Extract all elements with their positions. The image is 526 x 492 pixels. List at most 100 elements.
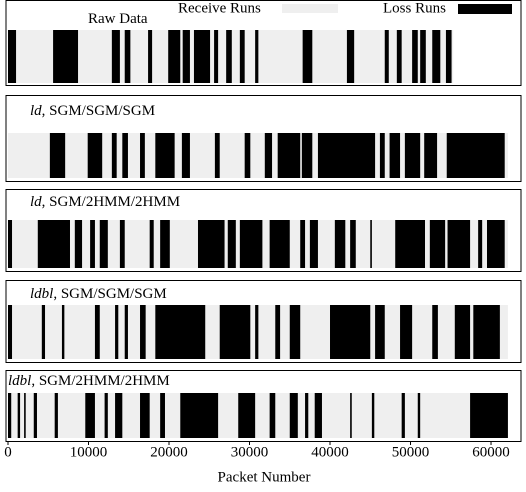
loss-run	[346, 30, 355, 83]
loss-run	[470, 393, 508, 438]
loss-run	[115, 393, 123, 438]
panel-frame	[5, 0, 522, 86]
x-tick-label: 40000	[311, 444, 349, 460]
panel-title-part: Raw Data	[88, 11, 148, 27]
panel-title-part: ld	[30, 103, 42, 119]
loss-run	[155, 133, 175, 178]
loss-run	[255, 305, 259, 359]
loss-run	[17, 393, 21, 438]
panel-title-part: , SGM/SGM/SGM	[53, 286, 166, 302]
loss-run	[395, 220, 426, 268]
x-axis-label: Packet Number	[218, 469, 311, 485]
panel-title-part: , SGM/2HMM/2HMM	[42, 194, 180, 210]
loss-run	[160, 220, 170, 268]
loss-run	[454, 305, 471, 359]
loss-run	[168, 30, 181, 83]
receive-run	[8, 393, 508, 438]
loss-run	[33, 393, 37, 438]
loss-run	[227, 220, 236, 268]
loss-run	[140, 305, 146, 359]
loss-run	[370, 220, 372, 268]
loss-run	[432, 305, 438, 359]
loss-run	[99, 220, 108, 268]
x-tick-label: 20000	[150, 444, 188, 460]
panel-title: ldbl, SGM/2HMM/2HMM	[8, 373, 170, 389]
loss-run	[244, 133, 251, 178]
loss-run	[289, 393, 298, 438]
loss-run	[389, 133, 401, 178]
loss-run	[214, 30, 219, 83]
loss-run	[149, 220, 154, 268]
loss-run	[317, 133, 376, 178]
loss-run	[447, 220, 471, 268]
loss-run	[61, 305, 65, 359]
loss-run	[53, 30, 79, 83]
loss-run	[24, 393, 26, 438]
loss-run	[302, 30, 313, 83]
loss-run	[371, 393, 375, 438]
panel-title: ld, SGM/SGM/SGM	[30, 103, 155, 119]
loss-run	[115, 305, 119, 359]
loss-run	[404, 133, 421, 178]
loss-run	[193, 30, 211, 83]
loss-run	[446, 133, 505, 178]
loss-run	[277, 133, 301, 178]
loss-run	[429, 220, 446, 268]
legend-swatch	[458, 4, 512, 14]
loss-run	[181, 133, 190, 178]
loss-run	[379, 133, 385, 178]
loss-run	[104, 393, 108, 438]
loss-run	[255, 30, 259, 83]
loss-run	[160, 393, 165, 438]
panel-title-part: ldbl	[30, 286, 53, 302]
loss-run	[49, 133, 66, 178]
loss-run	[124, 305, 128, 359]
loss-run	[180, 393, 219, 438]
loss-run	[478, 220, 483, 268]
loss-run	[275, 305, 281, 359]
loss-run	[305, 393, 309, 438]
loss-run	[330, 305, 371, 359]
loss-run	[309, 220, 318, 268]
loss-run	[8, 393, 12, 438]
legend-label: Loss Runs	[383, 0, 446, 16]
loss-run	[8, 30, 17, 83]
x-tick-label: 60000	[472, 444, 510, 460]
loss-run	[445, 30, 452, 83]
loss-run	[111, 30, 120, 83]
loss-run	[122, 133, 128, 178]
loss-run	[37, 220, 70, 268]
loss-run	[219, 305, 251, 359]
panel-title-part: ldbl	[8, 373, 31, 389]
loss-run	[140, 393, 150, 438]
loss-run	[486, 220, 505, 268]
loss-run	[74, 220, 83, 268]
loss-run	[41, 305, 46, 359]
loss-run	[401, 393, 405, 438]
loss-run	[473, 305, 500, 359]
loss-run	[197, 220, 225, 268]
panel-title-part: ld	[30, 194, 42, 210]
loss-run	[54, 393, 58, 438]
x-tick-label: 30000	[231, 444, 269, 460]
loss-run	[384, 30, 389, 83]
loss-run	[269, 220, 290, 268]
loss-run	[182, 30, 190, 83]
loss-run	[155, 305, 206, 359]
loss-run	[300, 220, 306, 268]
x-tick-label: 50000	[392, 444, 430, 460]
loss-run	[301, 133, 313, 178]
loss-run	[269, 393, 276, 438]
loss-run	[238, 393, 256, 438]
x-tick-label: 10000	[70, 444, 108, 460]
panel-title-part: , SGM/2HMM/2HMM	[31, 373, 169, 389]
panel-title: ld, SGM/2HMM/2HMM	[30, 194, 180, 210]
loss-run	[412, 30, 418, 83]
loss-run	[87, 133, 103, 178]
loss-run	[420, 30, 426, 83]
loss-run	[111, 133, 117, 178]
loss-run	[350, 220, 356, 268]
panel-frame	[5, 189, 522, 272]
loss-run	[350, 393, 352, 438]
